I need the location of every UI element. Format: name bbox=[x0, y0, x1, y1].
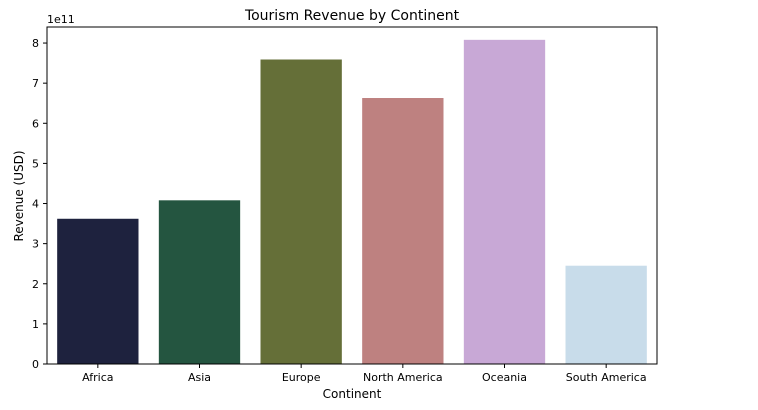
y-offset-label: 1e11 bbox=[47, 13, 75, 26]
y-axis-label: Revenue (USD) bbox=[12, 150, 26, 241]
x-axis-label: Continent bbox=[323, 387, 382, 401]
y-tick-label: 4 bbox=[32, 198, 39, 211]
chart-title: Tourism Revenue by Continent bbox=[244, 8, 460, 24]
x-tick-label: Africa bbox=[82, 371, 113, 384]
y-tick-label: 8 bbox=[32, 37, 39, 50]
y-tick-label: 0 bbox=[32, 358, 39, 371]
y-tick-label: 1 bbox=[32, 318, 39, 331]
x-axis: Africa Asia Europe North America Oceania Sout… bbox=[82, 364, 647, 384]
bar-oceania bbox=[463, 39, 546, 365]
bar-south-america bbox=[565, 265, 647, 364]
x-tick-label: Oceania bbox=[482, 371, 527, 384]
y-axis: 0 1 2 3 4 5 6 7 8 bbox=[32, 37, 47, 371]
bars-group bbox=[57, 39, 647, 365]
y-tick-label: 3 bbox=[32, 238, 39, 251]
bar-north-america bbox=[362, 98, 444, 364]
x-tick-label: North America bbox=[363, 371, 443, 384]
y-tick-label: 2 bbox=[32, 278, 39, 291]
plot-frame bbox=[46, 26, 658, 365]
y-tick-label: 6 bbox=[32, 117, 39, 130]
x-tick-label: Asia bbox=[188, 371, 211, 384]
y-tick-label: 5 bbox=[32, 157, 39, 170]
y-tick-label: 7 bbox=[32, 77, 39, 90]
bar-africa bbox=[57, 218, 139, 364]
x-tick-label: South America bbox=[566, 371, 647, 384]
bar-europe bbox=[260, 59, 342, 364]
x-tick-label: Europe bbox=[282, 371, 321, 384]
bar-asia bbox=[158, 200, 241, 364]
